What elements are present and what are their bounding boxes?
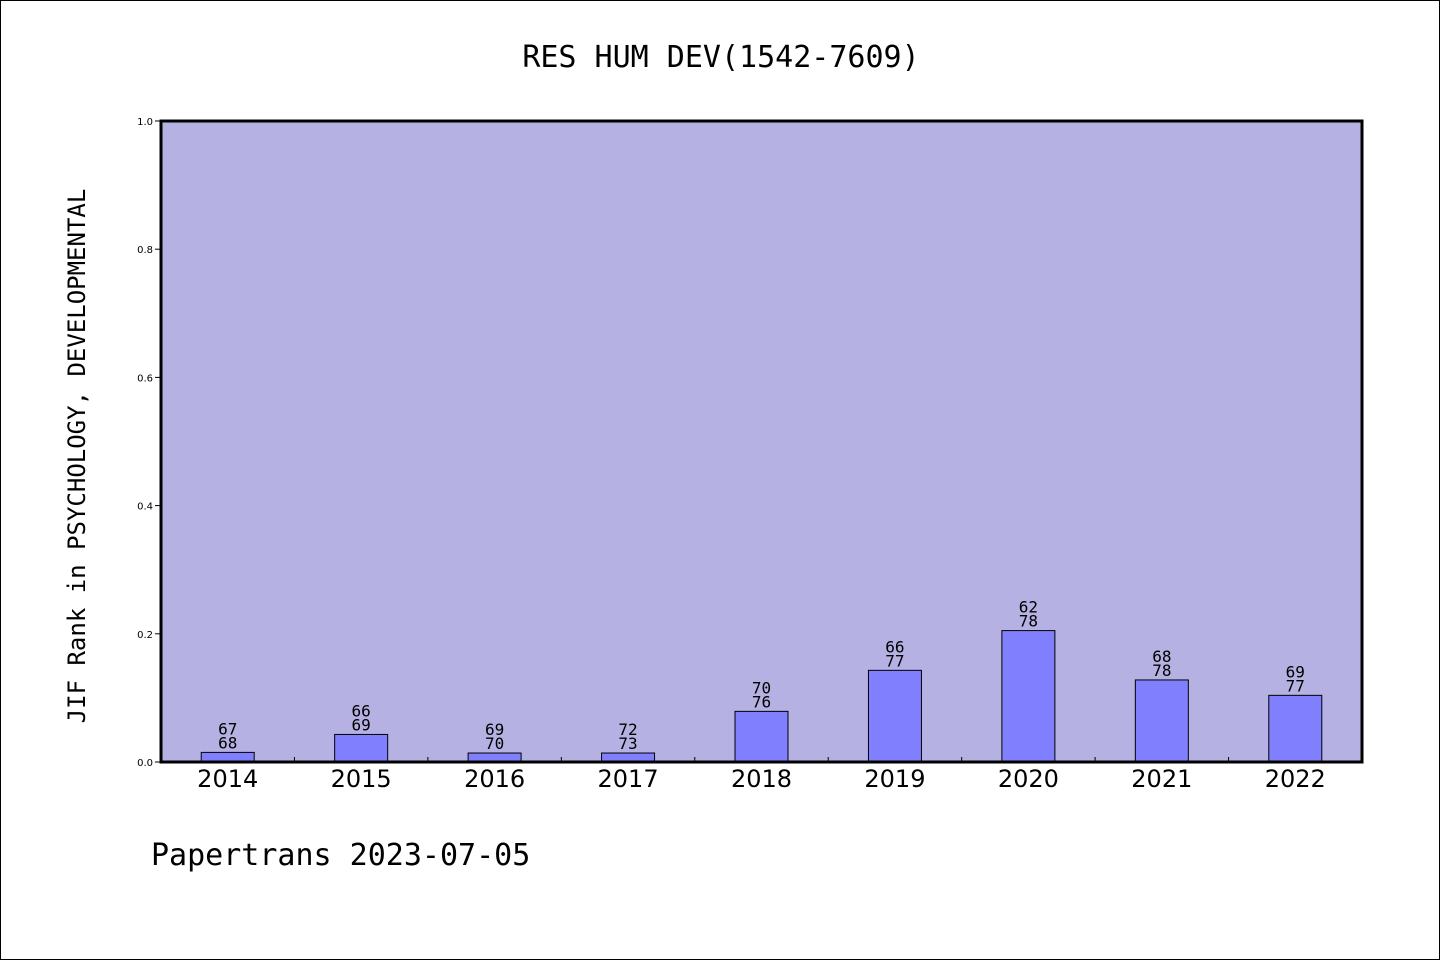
bar-rank-label: 68 [1152,647,1171,666]
bar-rank-label: 69 [485,720,504,739]
x-tick-label: 2019 [864,765,925,793]
bar-rank-label: 70 [752,678,771,697]
x-axis-ticks: 2014 2015 2016 2017 2018 2019 2020 2021 2022 [197,757,1326,793]
x-tick-label: 2015 [331,765,392,793]
x-tick-label: 2020 [998,765,1059,793]
bars [200,630,1323,763]
plot-area [161,121,1362,762]
y-tick-label: 1.0 [137,117,153,128]
bar-2020 [1001,630,1056,763]
bar-total-label: 76 [752,692,771,711]
bar-rank-label: 72 [618,720,637,739]
y-tick-label: 0.0 [137,758,153,769]
chart-title: RES HUM DEV(1542-7609) [522,40,919,75]
plot-border [159,119,1364,764]
bar-rank-label: 69 [1286,662,1305,681]
y-tick-label: 0.2 [137,630,153,641]
bar-2018 [734,710,789,763]
y-tick-label: 0.4 [137,502,153,513]
bar-total-label: 69 [352,715,371,734]
x-tick-label: 2017 [598,765,659,793]
bar-total-label: 77 [1286,676,1305,695]
y-tick-label: 0.6 [137,373,153,384]
x-tick-label: 2018 [731,765,792,793]
footer-watermark: Papertrans 2023-07-05 [151,838,530,873]
y-axis-label: JIF Rank in PSYCHOLOGY, DEVELOPMENTAL [63,189,91,724]
bar-2021 [1134,679,1189,763]
bar-2015 [334,733,389,763]
y-tick-label: 0.8 [137,245,153,256]
bar-rank-label: 66 [885,637,904,656]
x-tick-label: 2016 [464,765,525,793]
bar-2022 [1268,694,1323,763]
bar-total-label: 78 [1152,661,1171,680]
bar-rank-label: 67 [218,719,237,738]
x-tick-label: 2021 [1131,765,1192,793]
x-tick-label: 2014 [197,765,258,793]
bar-rank-label: 66 [352,701,371,720]
y-axis-ticks: 0.0 0.2 0.4 0.6 0.8 1.0 [137,117,161,769]
bar-total-label: 77 [885,651,904,670]
bar-total-label: 68 [218,733,237,752]
bar-total-label: 73 [618,734,637,753]
bar-total-label: 78 [1019,612,1038,631]
x-tick-label: 2022 [1265,765,1326,793]
bar-total-label: 70 [485,734,504,753]
bar-2019 [867,669,922,763]
bar-rank-label: 62 [1019,598,1038,617]
